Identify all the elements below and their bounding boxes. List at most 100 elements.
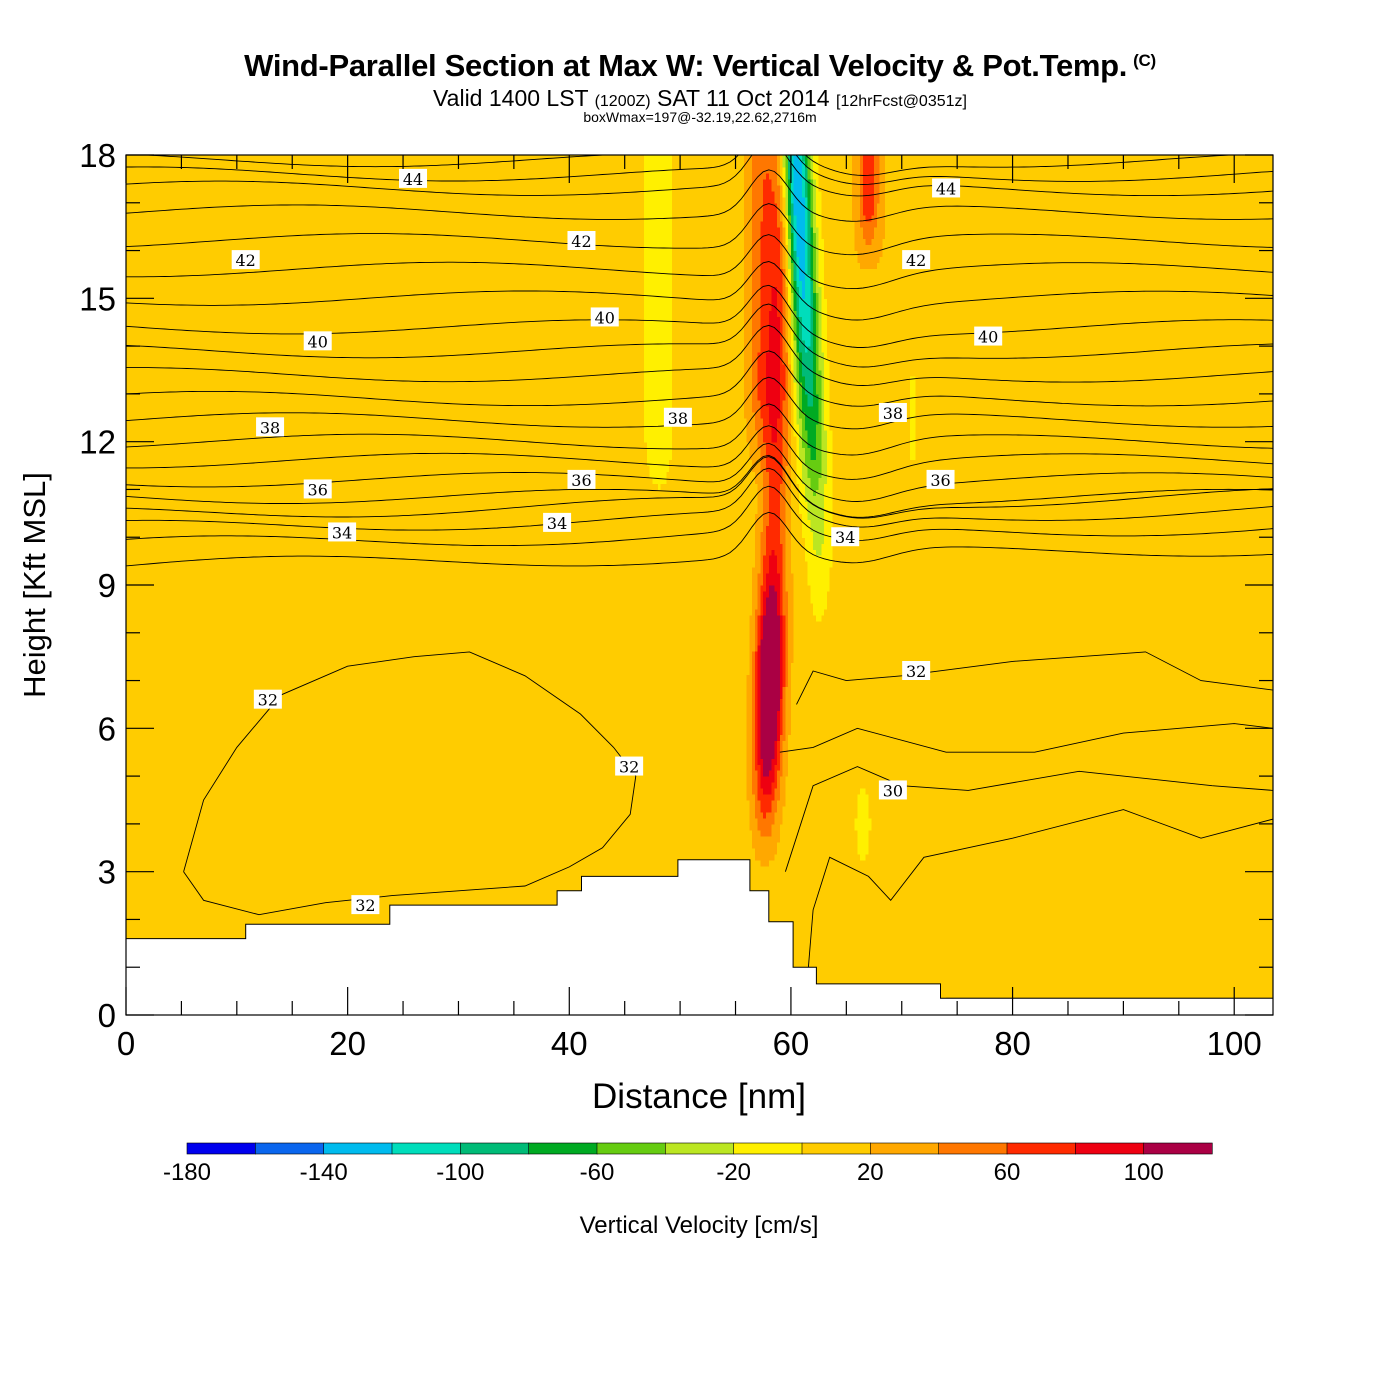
isentrope-label: 32 [351,895,380,915]
velocity-cell [912,375,917,461]
velocity-cell [979,155,983,1015]
velocity-cell [450,155,454,1015]
velocity-cell [1092,155,1097,1015]
velocity-cell [790,202,795,234]
velocity-cell [807,346,811,407]
velocity-cell [763,155,767,180]
velocity-cell [799,381,803,419]
colorbar-tick-label: 60 [994,1159,1021,1186]
velocity-cell [655,483,659,1015]
velocity-cell [317,155,321,1015]
velocity-cell [630,155,634,1015]
isentrope-lines [126,155,1273,999]
velocity-cell [802,537,806,1015]
isentrope-label: 36 [926,469,955,490]
velocity-cell [178,155,183,1015]
velocity-cell [394,155,399,1015]
velocity-cell [774,286,778,443]
velocity-cell [610,155,615,1015]
velocity-cell [638,155,642,1015]
velocity-cell [768,794,773,813]
velocity-cell [815,620,820,1015]
velocity-cell [793,340,798,383]
velocity-cell [466,155,471,1015]
velocity-cell [619,155,623,1015]
velocity-cell [901,155,906,1015]
velocity-cell [865,853,870,1015]
velocity-cell [757,155,762,353]
velocity-cell [286,155,291,1015]
isentrope-line [126,324,1273,386]
isentrope-label-text: 30 [883,781,903,800]
velocity-cell [660,155,665,485]
velocity-cell [760,220,764,419]
velocity-cell [1015,155,1019,1015]
velocity-cell [765,596,770,777]
velocity-cell [358,155,363,1015]
isentrope-label: 42 [231,250,260,270]
velocity-cell [444,155,448,1015]
velocity-cell [389,155,393,1015]
velocity-cell [790,573,795,664]
velocity-cell [871,268,875,1015]
x-tick-label: 60 [773,1025,810,1062]
velocity-cell [544,155,548,1015]
velocity-cell [876,155,881,204]
isentrope-label-text: 42 [571,232,591,251]
velocity-cell [1073,155,1077,1015]
velocity-cell [627,155,631,1015]
isentrope-label-text: 32 [258,691,278,710]
velocity-cell [1056,155,1061,1015]
velocity-cell [350,155,354,1015]
velocity-cell [569,155,573,1015]
velocity-cell [652,483,656,1015]
velocity-cell [754,429,759,485]
isentrope-label: 38 [663,407,692,428]
velocity-cell [1223,155,1227,1015]
velocity-cell [829,429,834,568]
velocity-cell [818,620,822,1015]
isentrope-label-text: 32 [619,758,639,777]
colorbar-swatch [391,1142,461,1155]
velocity-cell [164,155,169,1015]
velocity-cell [1112,155,1116,1015]
velocity-cell [818,190,822,287]
colorbar-tick-label: 20 [857,1159,884,1186]
y-tick-label: 12 [79,424,116,461]
velocity-cell [391,155,396,1015]
velocity-cell [876,262,881,1015]
velocity-cell [583,155,587,1015]
velocity-cell [192,155,196,1015]
velocity-cell [649,477,653,1015]
velocity-cell [641,155,645,1015]
colorbar-swatch [870,1142,940,1155]
isentrope-label: 42 [567,231,596,251]
velocity-cell [788,268,792,305]
velocity-cell [879,155,883,258]
velocity-cell [353,155,357,1015]
isentrope-line [126,454,1273,518]
velocity-cell [738,155,742,1015]
isentrope-label-bg [902,661,931,680]
velocity-cell [754,155,759,431]
velocity-cell [206,155,210,1015]
velocity-cell [649,155,653,479]
velocity-cell [1128,155,1133,1015]
velocity-cell [940,155,944,1015]
velocity-cell [965,155,969,1015]
velocity-cell [1001,155,1005,1015]
velocity-cell [577,155,581,1015]
velocity-cell [810,405,814,461]
velocity-cell [732,155,737,1015]
velocity-cell [267,155,271,1015]
velocity-cell [1140,155,1144,1015]
velocity-cell [743,155,748,419]
velocity-cell [624,155,629,1015]
velocity-cell [754,483,759,514]
y-tick-label: 0 [98,997,116,1034]
velocity-cell [810,226,814,282]
isentrope-label-bg [902,250,931,270]
velocity-cell [799,352,803,383]
velocity-cell [788,304,792,365]
